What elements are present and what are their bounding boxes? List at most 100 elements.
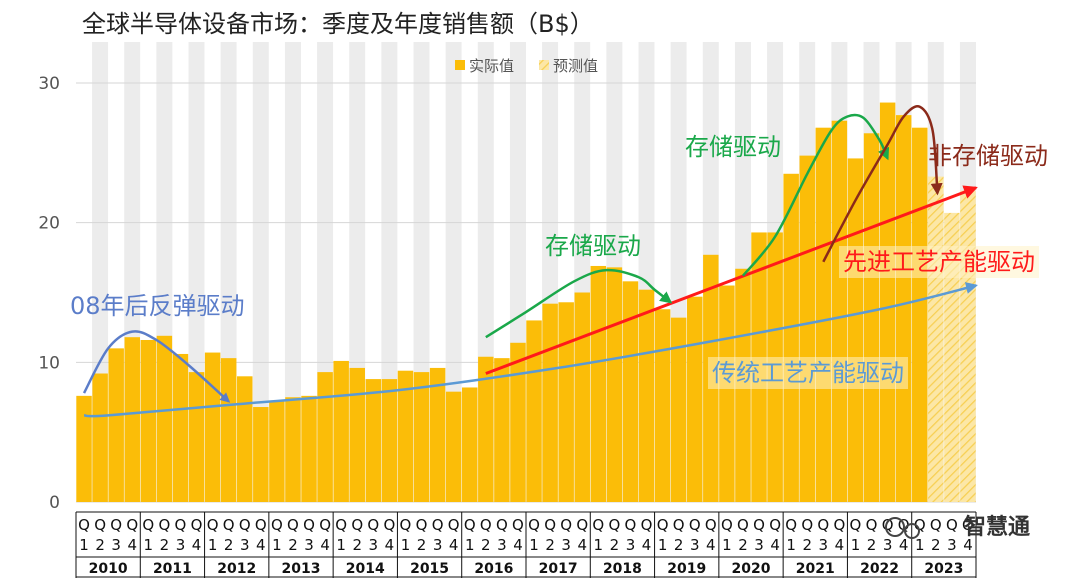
bars	[76, 102, 976, 503]
quarter-label: 1	[336, 536, 346, 554]
year-label: 2011	[153, 561, 192, 577]
quarter-label: 1	[786, 536, 796, 554]
quarter-label: 4	[835, 536, 845, 554]
actual-bar	[156, 335, 173, 502]
y-tick-label: 0	[49, 493, 60, 513]
annotation-label: 传统工艺产能驱动	[712, 359, 904, 387]
quarter-label: Q	[962, 516, 974, 534]
x-axis: Q1Q2Q3Q4Q1Q2Q3Q4Q1Q2Q3Q4Q1Q2Q3Q4Q1Q2Q3Q4…	[75, 511, 977, 578]
actual-bar	[799, 155, 815, 503]
annotation-label: 存储驱动	[545, 232, 641, 260]
actual-bar	[188, 372, 205, 502]
quarter-label: 3	[626, 536, 636, 554]
quarter-label: 4	[385, 536, 395, 554]
actual-bar	[269, 401, 285, 502]
quarter-label: 2	[160, 536, 170, 554]
quarter-label: 3	[690, 536, 700, 554]
background-stripe	[301, 42, 318, 502]
actual-bar	[397, 370, 414, 502]
trend-arrow	[822, 104, 943, 263]
actual-bar	[815, 127, 832, 503]
quarter-label: 4	[963, 536, 973, 554]
actual-bar	[108, 348, 124, 502]
watermark-icon	[885, 517, 905, 537]
year-label: 2019	[667, 561, 706, 577]
quarter-label: 1	[594, 536, 604, 554]
year-label: 2023	[924, 561, 963, 577]
actual-bar	[365, 379, 382, 502]
quarter-label: 2	[610, 536, 620, 554]
quarter-label: Q	[689, 516, 701, 534]
actual-bar	[204, 352, 221, 502]
quarter-label: 3	[497, 536, 507, 554]
quarter-label: Q	[737, 516, 749, 534]
y-tick-label: 20	[38, 214, 60, 234]
quarter-label: 2	[738, 536, 748, 554]
quarter-label: 1	[851, 536, 861, 554]
background-stripe	[461, 42, 478, 502]
quarter-label: Q	[126, 516, 138, 534]
quarter-label: 3	[561, 536, 571, 554]
actual-bar	[783, 173, 799, 503]
quarter-label: 4	[770, 536, 780, 554]
quarter-label: Q	[191, 516, 203, 534]
actual-bar	[413, 372, 430, 502]
quarter-label: 1	[79, 536, 89, 554]
quarter-label: 1	[915, 536, 925, 554]
quarter-label: 2	[481, 536, 491, 554]
quarter-label: Q	[78, 516, 90, 534]
legend-swatch	[455, 60, 465, 70]
quarter-label: 3	[176, 536, 186, 554]
quarter-label: Q	[287, 516, 299, 534]
quarter-label: Q	[142, 516, 154, 534]
quarter-label: Q	[448, 516, 460, 534]
quarter-label: 1	[529, 536, 539, 554]
actual-bar	[220, 358, 237, 502]
actual-bar	[558, 302, 574, 502]
trend-lines	[82, 104, 978, 418]
quarter-label: Q	[207, 516, 219, 534]
trend-arrow	[485, 268, 673, 339]
quarter-label: 3	[819, 536, 829, 554]
quarter-label: 2	[931, 536, 941, 554]
year-label: 2016	[474, 561, 513, 577]
actual-bar	[879, 102, 896, 502]
quarter-label: 3	[754, 536, 764, 554]
actual-bar	[863, 133, 880, 502]
legend-label: 预测值	[553, 57, 598, 75]
quarter-label: 2	[802, 536, 812, 554]
legend-swatch	[539, 60, 549, 70]
actual-bar	[847, 158, 864, 503]
quarter-label: 4	[256, 536, 266, 554]
quarter-label: Q	[367, 516, 379, 534]
actual-bar	[462, 387, 478, 502]
actual-bar	[912, 127, 928, 503]
actual-bar	[687, 296, 703, 502]
quarter-label: 1	[144, 536, 154, 554]
trend-arrow	[741, 113, 890, 277]
quarter-label: 3	[433, 536, 443, 554]
actual-bar	[124, 337, 140, 502]
quarter-label: Q	[464, 516, 476, 534]
quarter-label: Q	[271, 516, 283, 534]
quarter-label: 2	[95, 536, 105, 554]
quarter-label: Q	[608, 516, 620, 534]
legend-label: 实际值	[469, 57, 514, 75]
quarter-label: Q	[319, 516, 331, 534]
quarter-label: 2	[545, 536, 555, 554]
actual-bar	[654, 309, 671, 502]
quarter-label: Q	[416, 516, 428, 534]
actual-bar	[670, 317, 687, 502]
quarter-label: Q	[801, 516, 813, 534]
quarter-label: Q	[223, 516, 235, 534]
quarter-label: Q	[432, 516, 444, 534]
quarter-label: 4	[577, 536, 587, 554]
y-axis: 0 10 20 30	[38, 74, 60, 513]
quarter-label: Q	[158, 516, 170, 534]
background-stripe	[268, 42, 285, 502]
chart-title: 全球半导体设备市场：季度及年度销售额（B$）	[82, 10, 594, 38]
year-label: 2010	[89, 561, 128, 577]
actual-bar	[590, 265, 607, 502]
watermark-icon	[904, 523, 920, 539]
